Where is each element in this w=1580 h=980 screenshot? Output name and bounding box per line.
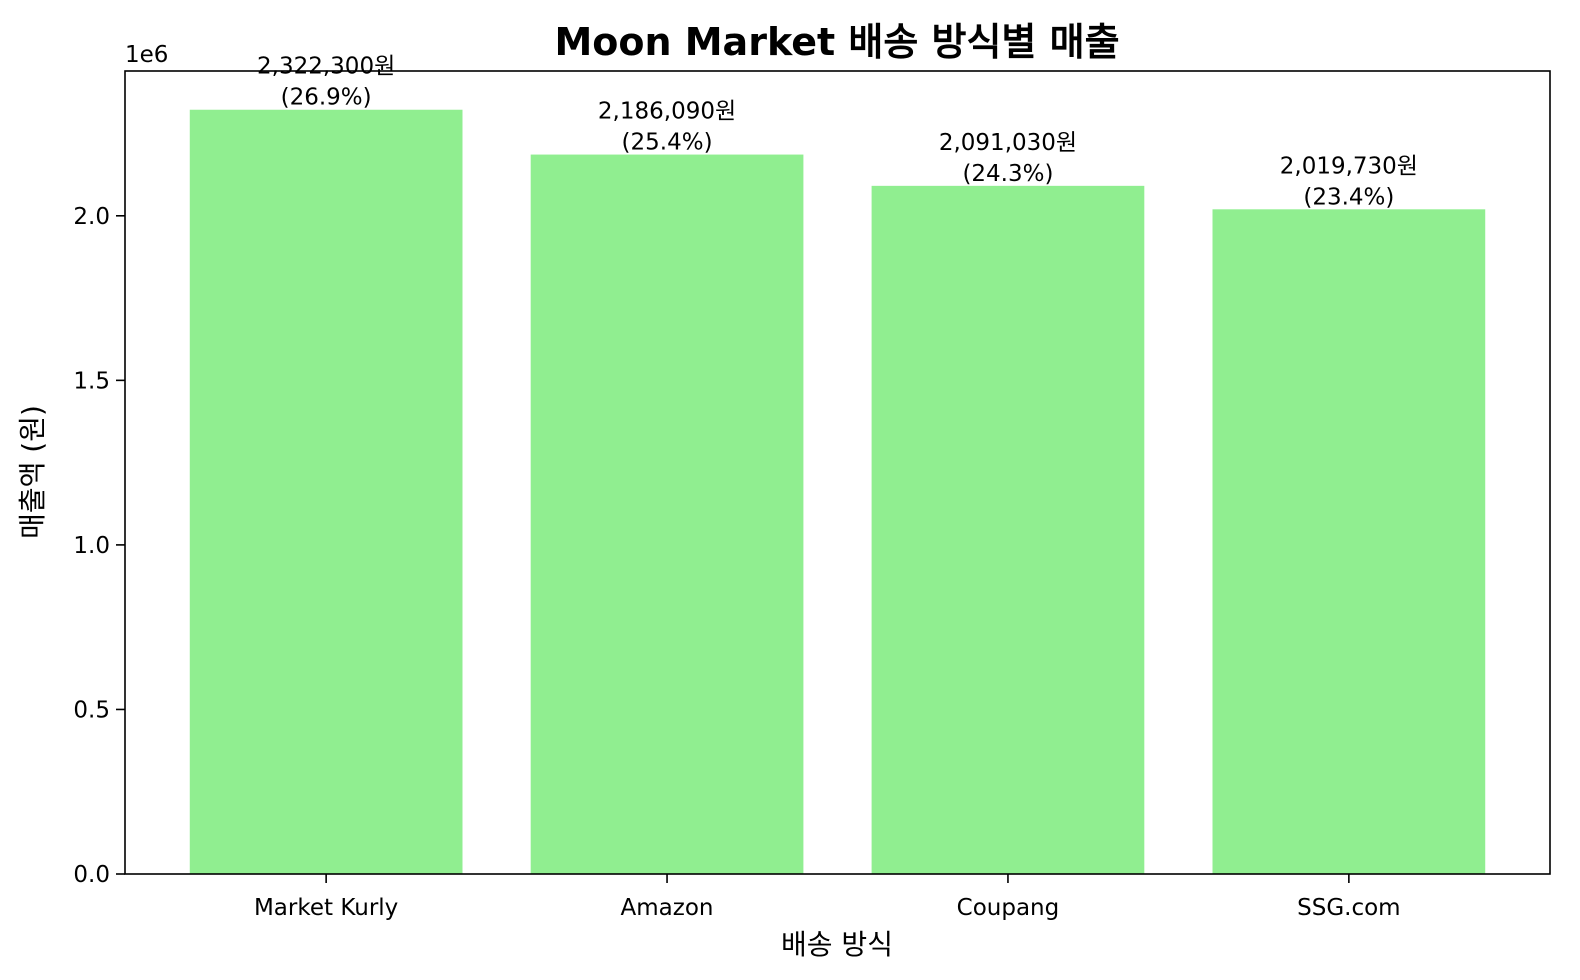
y-axis-ticks: 0.0 0.5 1.0 1.5 2.0 xyxy=(73,204,125,888)
x-tick-label: Market Kurly xyxy=(254,895,398,921)
plot-frame xyxy=(124,70,1551,875)
chart-title: Moon Market 배송 방식별 매출 xyxy=(554,20,1119,64)
bar-coupang xyxy=(871,185,1145,874)
data-labels-group: 2,322,300원 (26.9%) 2,186,090원 (25.4%) 2,091,… xyxy=(257,54,1418,211)
value-label: 2,019,730원 xyxy=(1280,153,1418,179)
y-axis-scale-label: 1e6 xyxy=(125,42,168,68)
x-axis-ticks: Market Kurly Amazon Coupang SSG.com xyxy=(254,874,1401,921)
x-tick-label: Coupang xyxy=(957,895,1060,921)
bar-ssg-com xyxy=(1212,209,1486,874)
y-tick-label: 0.0 xyxy=(73,862,110,888)
y-axis-label: 매출액 (원) xyxy=(16,405,49,539)
value-label: 2,186,090원 xyxy=(598,99,736,125)
value-label: 2,322,300원 xyxy=(257,54,395,80)
x-tick-label: Amazon xyxy=(621,895,714,921)
bar-market-kurly xyxy=(189,109,463,875)
y-tick-label: 1.5 xyxy=(73,368,110,394)
y-tick-label: 2.0 xyxy=(73,204,110,230)
y-tick-label: 1.0 xyxy=(73,533,110,559)
bar-amazon xyxy=(530,154,804,874)
y-tick-label: 0.5 xyxy=(73,697,110,723)
percent-label: (24.3%) xyxy=(962,161,1053,187)
percent-label: (26.9%) xyxy=(281,85,372,111)
value-label: 2,091,030원 xyxy=(939,130,1077,156)
percent-label: (25.4%) xyxy=(622,130,713,156)
percent-label: (23.4%) xyxy=(1303,184,1394,210)
x-tick-label: SSG.com xyxy=(1297,895,1400,921)
bars-group xyxy=(189,109,1486,875)
x-axis-label: 배송 방식 xyxy=(781,928,893,961)
